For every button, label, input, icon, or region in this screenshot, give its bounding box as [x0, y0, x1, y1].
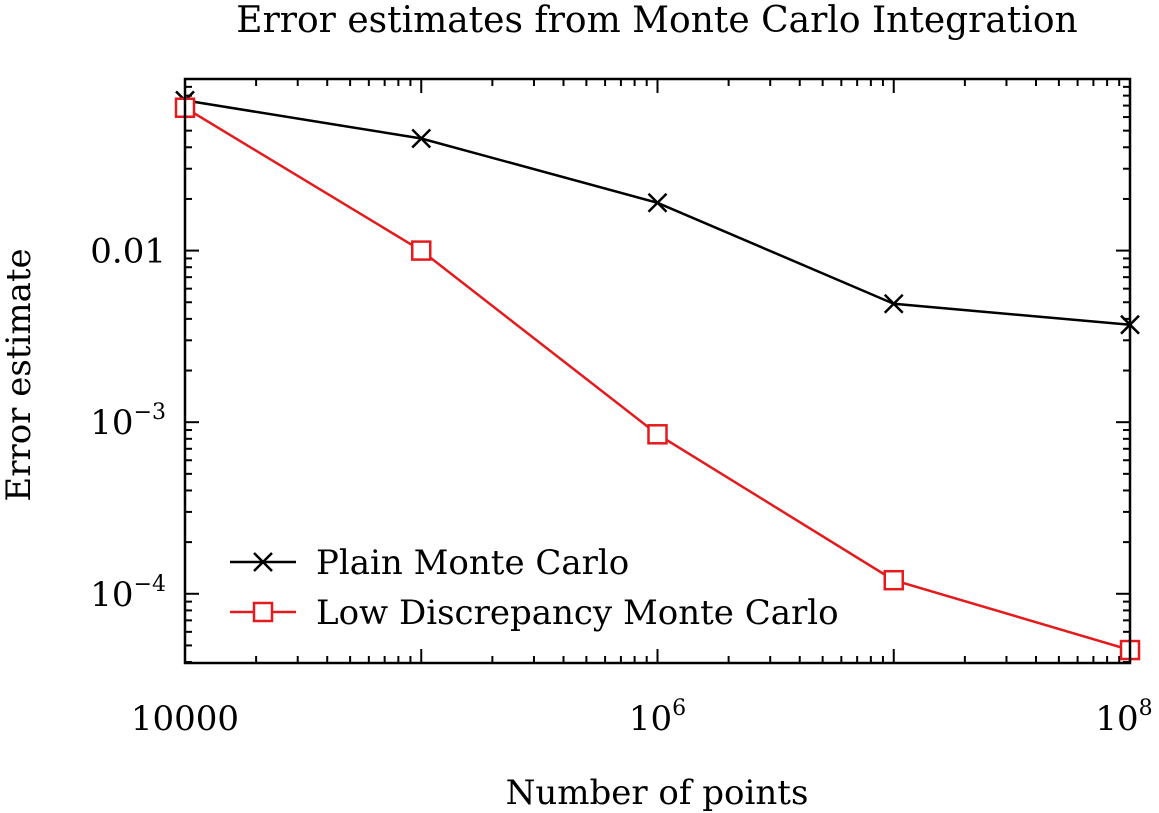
series-0	[175, 90, 1140, 335]
x-tick-label: 106	[629, 696, 686, 739]
x-tick-label: 108	[1095, 696, 1152, 739]
data-point	[883, 293, 904, 314]
legend-item: Plain Monte Carlo	[230, 543, 629, 583]
x-tick-label: 10000	[131, 699, 239, 739]
y-tick-label: 10−4	[90, 572, 166, 615]
legend-item: Low Discrepancy Monte Carlo	[230, 593, 839, 633]
data-point	[647, 192, 668, 213]
data-point	[253, 552, 273, 572]
data-point	[411, 128, 432, 149]
y-tick-label: 0.01	[90, 232, 166, 272]
y-axis-label: Error estimate	[0, 248, 39, 501]
plot-frame	[183, 77, 1132, 665]
data-point	[411, 240, 432, 261]
chart-title: Error estimates from Monte Carlo Integra…	[236, 0, 1077, 41]
data-point	[252, 601, 274, 623]
x-axis-label: Number of points	[506, 773, 809, 813]
legend-label: Low Discrepancy Monte Carlo	[316, 593, 839, 633]
data-point	[647, 424, 668, 445]
series-line	[184, 99, 1131, 326]
legend-label: Plain Monte Carlo	[316, 543, 629, 583]
legend: Plain Monte Carlo Low Discrepancy Monte C…	[230, 543, 839, 633]
tick-labels: 10000 106 108 0.01 10−3 10−4	[90, 232, 1152, 739]
data-point	[883, 569, 904, 591]
y-tick-label: 10−3	[90, 400, 166, 443]
